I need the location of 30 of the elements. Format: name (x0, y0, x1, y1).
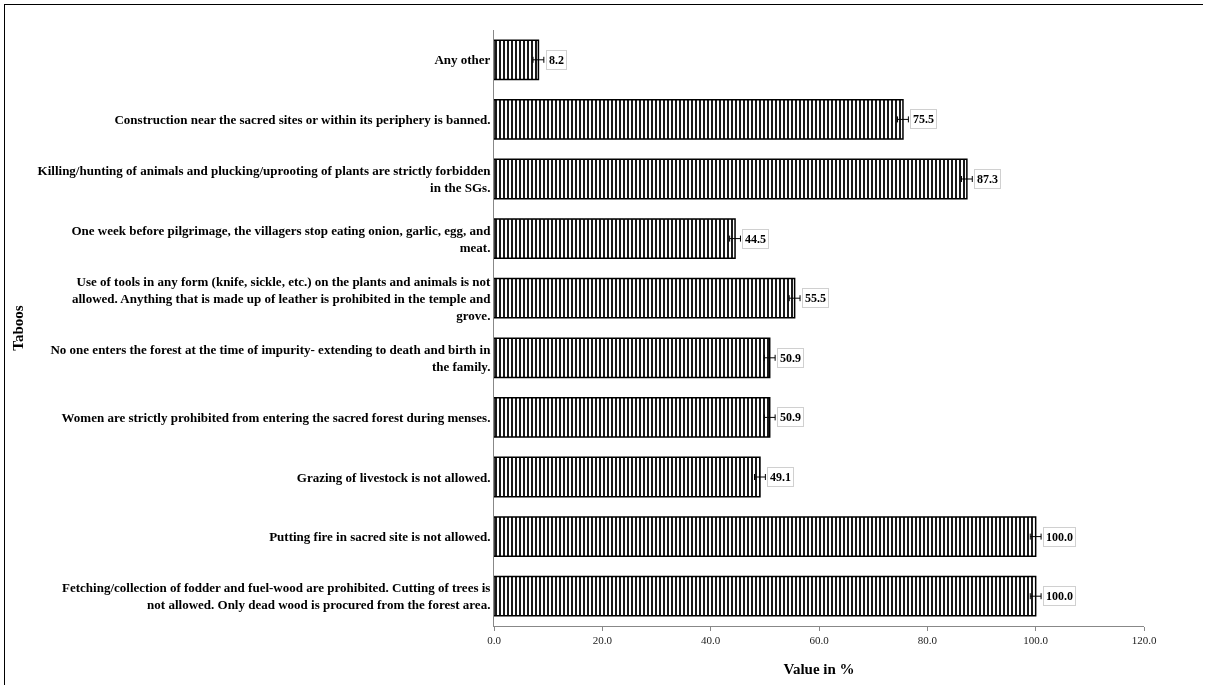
x-tick-label: 60.0 (809, 634, 830, 647)
y-tick-label: Use of tools in any form (knife, sickle, etc.) on the plants and animals is not allowed. Anything that is made up of leather is prohibited in the temple and grove. (71, 273, 492, 323)
y-tick-label: Grazing of livestock is not allowed. (296, 469, 491, 485)
data-label: 44.5 (745, 232, 766, 246)
x-tick-label: 120.0 (1131, 634, 1157, 647)
y-tick-label: No one enters the forest at the time of impurity- extending to death and birth in the family. (50, 341, 492, 374)
y-tick-label: One week before pilgrimage, the villagers stop eating onion, garlic, egg, and meat. (71, 222, 492, 255)
y-tick-label: Killing/hunting of animals and plucking/uprooting of plants are strictly forbidden in the SGs. (37, 163, 492, 195)
bar (494, 39, 540, 81)
x-tick-label: 20.0 (592, 634, 613, 647)
data-label: 49.1 (770, 470, 791, 484)
data-label: 75.5 (913, 112, 934, 126)
y-tick-label: Women are strictly prohibited from entering the sacred forest during menses. (61, 409, 491, 425)
data-label: 100.0 (1046, 530, 1073, 544)
data-label: 50.9 (780, 351, 801, 365)
y-tick-label: Putting fire in sacred site is not allowed. (269, 529, 491, 545)
data-label: 50.9 (780, 410, 801, 424)
data-label: 8.2 (549, 53, 564, 67)
y-tick-label: Fetching/collection of fodder and fuel-wood are prohibited. Cutting of trees is not allowed. Only dead wood is procured from the forest area. (62, 580, 491, 613)
y-axis-title: Taboos (9, 305, 26, 351)
data-label: 55.5 (805, 291, 826, 305)
x-tick-label: 80.0 (917, 634, 938, 647)
data-label: 87.3 (977, 172, 998, 186)
x-tick-label: 40.0 (701, 634, 721, 647)
x-axis-title: Value in % (783, 661, 855, 678)
y-tick-label: Any other (434, 52, 491, 68)
x-tick-label: 100.0 (1023, 634, 1049, 647)
y-tick-label: Construction near the sacred sites or within its periphery is banned. (114, 111, 491, 127)
x-tick-label: 0.0 (487, 634, 502, 647)
data-label: 100.0 (1046, 589, 1073, 603)
